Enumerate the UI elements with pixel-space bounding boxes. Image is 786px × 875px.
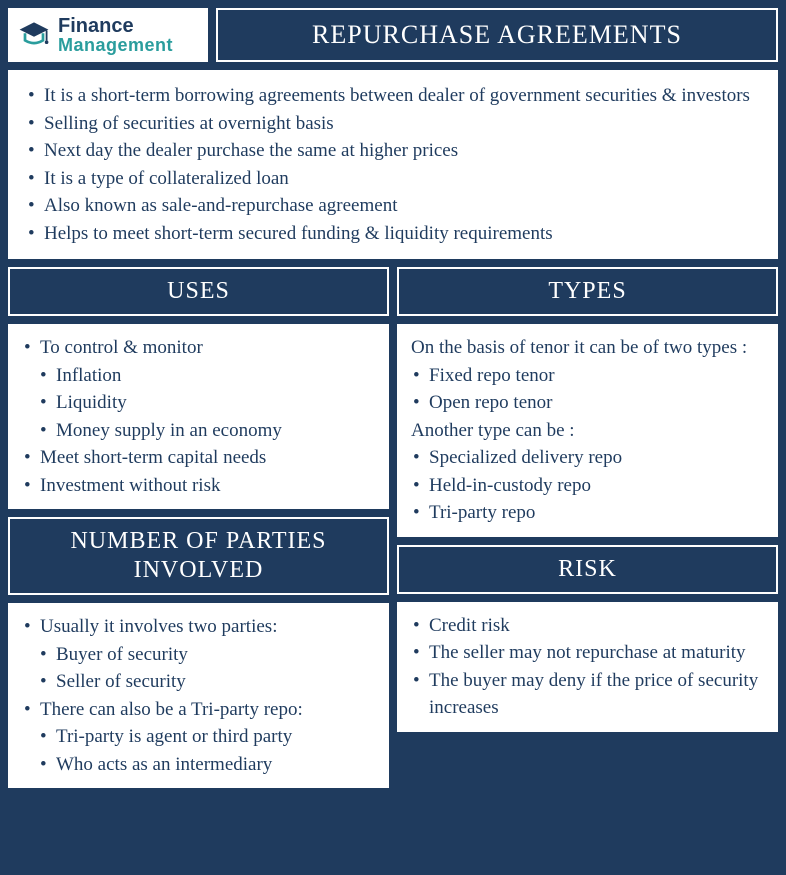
logo-text-top: Finance	[58, 16, 173, 36]
intro-item: It is a short-term borrowing agreements …	[26, 82, 760, 110]
graduation-cap-icon	[16, 17, 52, 53]
uses-heading: USES	[8, 267, 389, 316]
intro-item: Also known as sale-and-repurchase agreem…	[26, 192, 760, 220]
left-column: USES To control & monitor Inflation Liqu…	[8, 267, 389, 788]
intro-item: It is a type of collateralized loan	[26, 165, 760, 193]
uses-sub-item: Inflation	[38, 362, 375, 390]
intro-item: Helps to meet short-term secured funding…	[26, 220, 760, 248]
parties-sub-item: Tri-party is agent or third party	[38, 723, 375, 751]
risk-heading: RISK	[397, 545, 778, 594]
intro-item: Selling of securities at overnight basis	[26, 110, 760, 138]
intro-item: Next day the dealer purchase the same at…	[26, 137, 760, 165]
types-intro: On the basis of tenor it can be of two t…	[411, 334, 764, 362]
types-item: Tri-party repo	[411, 499, 764, 527]
risk-item: The buyer may deny if the price of secur…	[411, 667, 764, 722]
uses-sub-item: Money supply in an economy	[38, 417, 375, 445]
parties-sub-item: Seller of security	[38, 668, 375, 696]
types-item: Open repo tenor	[411, 389, 764, 417]
uses-panel: To control & monitor Inflation Liquidity…	[8, 324, 389, 509]
parties-sub-item: Who acts as an intermediary	[38, 751, 375, 779]
logo-box: Finance Management	[8, 8, 208, 62]
types-intro: Another type can be :	[411, 417, 764, 445]
uses-item: Meet short-term capital needs	[22, 444, 375, 472]
uses-item: Investment without risk	[22, 472, 375, 500]
types-panel: On the basis of tenor it can be of two t…	[397, 324, 778, 537]
uses-sub-item: Liquidity	[38, 389, 375, 417]
risk-item: The seller may not repurchase at maturit…	[411, 639, 764, 667]
parties-lead: Usually it involves two parties:	[22, 613, 375, 641]
right-column: TYPES On the basis of tenor it can be of…	[397, 267, 778, 788]
parties-lead: There can also be a Tri-party repo:	[22, 696, 375, 724]
intro-panel: It is a short-term borrowing agreements …	[8, 70, 778, 259]
types-item: Fixed repo tenor	[411, 362, 764, 390]
page-title: REPURCHASE AGREEMENTS	[216, 8, 778, 62]
parties-sub-item: Buyer of security	[38, 641, 375, 669]
types-item: Held-in-custody repo	[411, 472, 764, 500]
parties-panel: Usually it involves two parties: Buyer o…	[8, 603, 389, 788]
types-heading: TYPES	[397, 267, 778, 316]
parties-heading: NUMBER OF PARTIES INVOLVED	[8, 517, 389, 595]
risk-panel: Credit risk The seller may not repurchas…	[397, 602, 778, 732]
uses-lead: To control & monitor	[22, 334, 375, 362]
logo-text-bottom: Management	[58, 36, 173, 54]
types-item: Specialized delivery repo	[411, 444, 764, 472]
risk-item: Credit risk	[411, 612, 764, 640]
